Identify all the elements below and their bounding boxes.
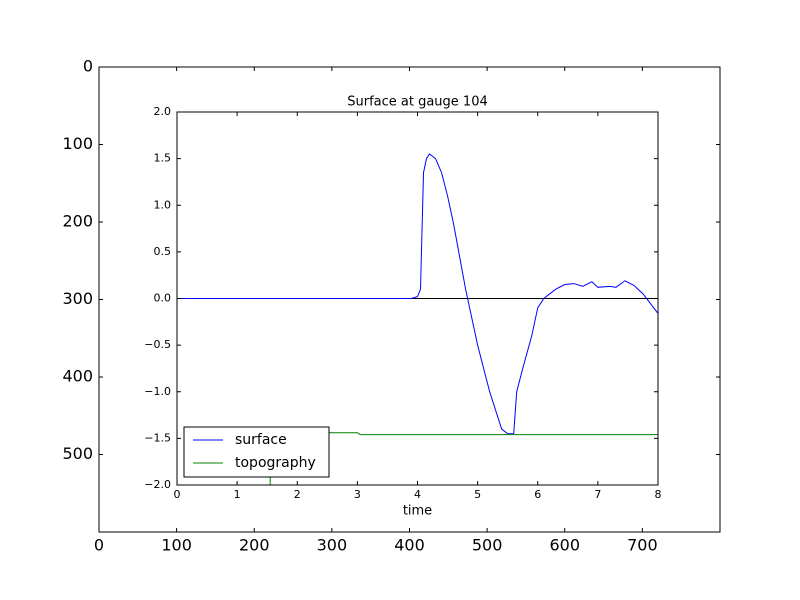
x-tick-label: 6	[534, 488, 541, 501]
legend-label: surface	[235, 432, 287, 448]
x-tick-label: 4	[414, 488, 421, 501]
y-tick-label: 100	[62, 134, 93, 153]
y-tick-label: −0.5	[144, 338, 171, 351]
y-tick-label: 0	[83, 57, 93, 76]
x-tick-label: 200	[239, 536, 270, 555]
x-tick-label: 500	[472, 536, 503, 555]
chart-title: Surface at gauge 104	[347, 95, 488, 110]
y-tick-label: 300	[62, 289, 93, 308]
y-tick-label: −1.0	[144, 385, 171, 398]
x-tick-label: 400	[394, 536, 425, 555]
x-tick-label: 1	[234, 488, 241, 501]
x-tick-label: 5	[474, 488, 481, 501]
y-tick-label: 1.5	[154, 152, 172, 165]
y-tick-label: 2.0	[154, 105, 172, 118]
y-tick-label: −1.5	[144, 431, 171, 444]
legend-label: topography	[235, 455, 316, 471]
x-tick-label: 700	[627, 536, 658, 555]
y-tick-label: 400	[62, 367, 93, 386]
x-tick-label: 0	[174, 488, 181, 501]
x-tick-label: 100	[161, 536, 192, 555]
x-tick-label: 7	[594, 488, 601, 501]
x-tick-label: 300	[317, 536, 348, 555]
x-tick-label: 2	[294, 488, 301, 501]
series-line	[177, 153, 659, 435]
x-tick-label: 8	[655, 488, 662, 501]
y-tick-label: 1.0	[154, 198, 172, 211]
y-tick-label: 200	[62, 212, 93, 231]
x-tick-label: 600	[549, 536, 580, 555]
legend-box	[183, 426, 330, 478]
y-tick-label: −2.0	[144, 478, 171, 491]
y-tick-label: 0.5	[154, 245, 172, 258]
y-tick-label: 0.0	[154, 292, 172, 305]
x-tick-label: 3	[354, 488, 361, 501]
x-axis-label: time	[403, 504, 432, 519]
y-tick-label: 500	[62, 444, 93, 463]
x-tick-label: 0	[94, 536, 104, 555]
